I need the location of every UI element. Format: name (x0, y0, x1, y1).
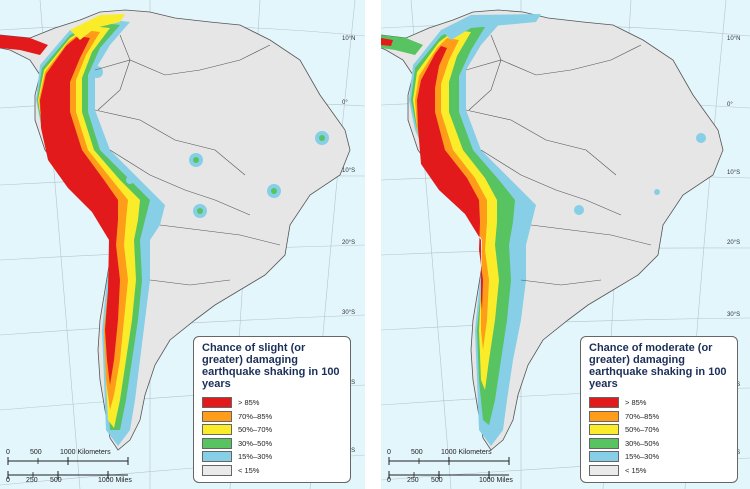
legend-row: > 85% (589, 396, 729, 410)
legend-label: 30%–50% (238, 438, 273, 448)
legend-row: 70%–85% (589, 410, 729, 424)
scale-bar: 0 500 1000 Kilometers 0 250 500 1000 Mil… (385, 449, 525, 485)
legend-row: < 15% (202, 464, 342, 478)
legend-swatch (202, 437, 232, 449)
legend-swatch (589, 464, 619, 476)
lat-label: 30°S (342, 310, 356, 316)
hazard-spot (126, 176, 134, 184)
legend-row: 50%–70% (589, 423, 729, 437)
panel-gap (365, 0, 381, 489)
legend-label: < 15% (238, 465, 260, 475)
scale-bar-graphic (7, 457, 129, 479)
scale-mile-tick: 0 (387, 477, 391, 484)
scale-mile-tick: 250 (407, 477, 419, 484)
hazard-spot (696, 133, 706, 143)
legend-row: < 15% (589, 464, 729, 478)
map-panel-slight: 10°N 0° 10°S 20°S 30°S 40°S 50°S 0 500 1… (0, 0, 366, 489)
legend-row: 15%–30% (202, 450, 342, 464)
legend-label: 15%–30% (625, 452, 660, 462)
legend-label: 30%–50% (625, 438, 660, 448)
legend-swatch (202, 397, 232, 409)
hazard-band-red (40, 36, 120, 385)
scale-km-tick: 500 (411, 449, 423, 456)
lat-label: 10°N (727, 36, 741, 42)
lat-label: 0° (342, 100, 348, 106)
lat-label: 30°S (727, 312, 741, 318)
central-america-red (0, 35, 48, 55)
legend-row: 30%–50% (202, 437, 342, 451)
legend-row: > 85% (202, 396, 342, 410)
scale-mile-tick: 1000 Miles (479, 477, 513, 484)
legend-swatch (589, 437, 619, 449)
scale-km-tick: 1000 Kilometers (60, 449, 111, 456)
country-borders (465, 34, 652, 286)
legend-swatch (202, 424, 232, 436)
scale-mile-tick: 250 (26, 477, 38, 484)
scale-mile-tick: 0 (6, 477, 10, 484)
country-borders (94, 34, 281, 286)
lat-label: 10°N (342, 36, 356, 42)
caribbean-coast-band (70, 14, 125, 40)
hazard-band-red (417, 46, 483, 310)
hazard-spot (319, 135, 325, 141)
scale-km-tick: 0 (387, 449, 391, 456)
legend-swatch (202, 464, 232, 476)
scale-km-tick: 500 (30, 449, 42, 456)
legend-title: Chance of slight (or greater) damaging e… (202, 342, 340, 390)
legend-row: 70%–85% (202, 410, 342, 424)
lat-label: 20°S (727, 240, 741, 246)
hazard-spot (654, 189, 660, 195)
scale-bar-graphic (388, 457, 510, 479)
lat-label: 10°S (727, 170, 741, 176)
legend-label: 70%–85% (625, 411, 660, 421)
lat-label: 10°S (342, 168, 356, 174)
legend-moderate: Chance of moderate (or greater) damaging… (580, 336, 738, 483)
legend-swatch (589, 410, 619, 422)
scale-mile-tick: 1000 Miles (98, 477, 132, 484)
legend-row: 50%–70% (202, 423, 342, 437)
legend-label: 50%–70% (238, 425, 273, 435)
caribbean-coast-band (441, 14, 541, 40)
map-panel-moderate: 10°N 0° 10°S 20°S 30°S 40°S 50°S 0 500 1… (381, 0, 750, 489)
hazard-spot (91, 66, 103, 78)
legend-label: > 85% (238, 398, 260, 408)
south-america-map-moderate (381, 0, 750, 489)
scale-bar: 0 500 1000 Kilometers 0 250 500 1000 Mil… (4, 449, 144, 485)
scale-km-tick: 1000 Kilometers (441, 449, 492, 456)
lat-label: 0° (727, 102, 733, 108)
legend-slight: Chance of slight (or greater) damaging e… (193, 336, 351, 483)
legend-label: > 85% (625, 398, 647, 408)
legend-swatch (589, 451, 619, 463)
legend-label: 15%–30% (238, 452, 273, 462)
lat-label: 20°S (342, 240, 356, 246)
legend-label: 70%–85% (238, 411, 273, 421)
scale-km-tick: 0 (6, 449, 10, 456)
legend-title: Chance of moderate (or greater) damaging… (589, 342, 727, 390)
legend-swatch (202, 410, 232, 422)
central-america-red (381, 38, 393, 46)
south-america-map-slight (0, 0, 365, 489)
legend-row: 15%–30% (589, 450, 729, 464)
legend-swatch (202, 451, 232, 463)
legend-swatch (589, 424, 619, 436)
legend-row: 30%–50% (589, 437, 729, 451)
hazard-spot (271, 188, 277, 194)
scale-mile-tick: 500 (50, 477, 62, 484)
legend-swatch (589, 397, 619, 409)
scale-mile-tick: 500 (431, 477, 443, 484)
hazard-spot (197, 208, 203, 214)
hazard-spot (193, 157, 199, 163)
legend-label: < 15% (625, 465, 647, 475)
legend-label: 50%–70% (625, 425, 660, 435)
hazard-spot (574, 205, 584, 215)
